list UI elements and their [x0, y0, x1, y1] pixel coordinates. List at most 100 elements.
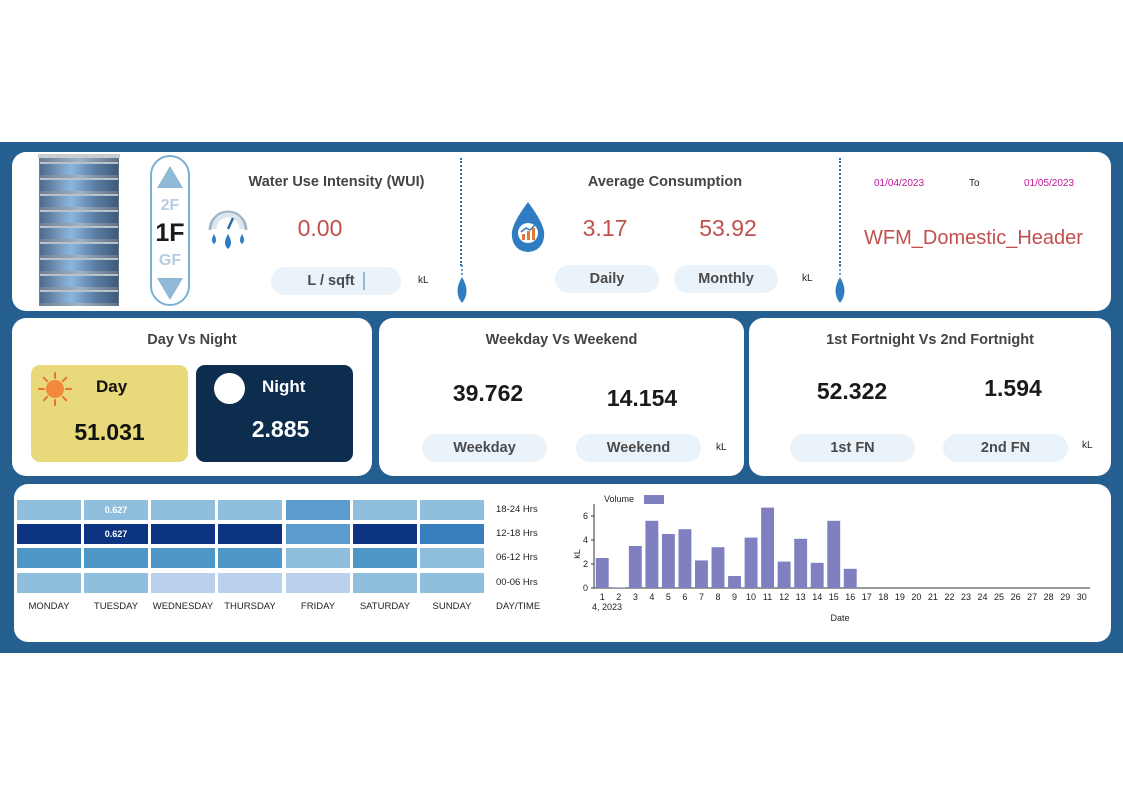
weekend-button[interactable]: Weekend [576, 434, 701, 462]
heatmap-cell[interactable] [353, 524, 417, 544]
heatmap-cell[interactable] [151, 573, 215, 593]
heatmap-day-label: WEDNESDAY [152, 601, 214, 612]
chart-x-tick-label: 19 [895, 592, 905, 602]
heatmap-cell[interactable] [17, 500, 81, 520]
chart-x-tick-label: 15 [829, 592, 839, 602]
fortnight-card: 1st Fortnight Vs 2nd Fortnight 52.322 1.… [749, 318, 1111, 476]
chart-bar [728, 576, 741, 588]
second-fortnight-button[interactable]: 2nd FN [943, 434, 1068, 462]
floor-current[interactable]: 1F [155, 219, 185, 247]
heatmap-day-label: FRIDAY [300, 601, 336, 612]
chart-y-tick-label: 0 [583, 583, 588, 593]
floor-below[interactable]: GF [158, 252, 182, 269]
chart-bar [628, 546, 642, 588]
water-drop-chart-icon [509, 200, 547, 252]
avg-monthly-value: 53.92 [699, 215, 757, 241]
heatmap-cell[interactable]: 0.627 [84, 500, 148, 520]
chart-x-tick-label: 5 [666, 592, 671, 602]
fortnight-title: 1st Fortnight Vs 2nd Fortnight [826, 332, 1034, 348]
chart-y-tick-label: 2 [583, 559, 588, 569]
monthly-button[interactable]: Monthly [674, 265, 778, 293]
heatmap-cell[interactable] [218, 573, 282, 593]
building-floor [40, 290, 118, 303]
heatmap-cell[interactable] [420, 500, 484, 520]
chart-bar [827, 520, 841, 588]
avg-daily-value: 3.17 [582, 215, 628, 241]
divider-2 [839, 158, 841, 266]
heatmap-cell[interactable]: 0.627 [84, 524, 148, 544]
heatmap-cell[interactable] [151, 548, 215, 568]
chart-bar [843, 568, 857, 588]
heatmap-cell[interactable] [218, 524, 282, 544]
heatmap-cell[interactable] [353, 500, 417, 520]
chart-bar [744, 537, 758, 588]
chart-x-tick-label: 30 [1077, 592, 1087, 602]
chart-x-tick-label: 6 [682, 592, 687, 602]
heatmap-cell[interactable] [420, 573, 484, 593]
wui-value: 0.00 [297, 215, 343, 241]
chart-bar [612, 587, 626, 588]
chart-y-tick-label: 4 [583, 535, 588, 545]
triangle-up-icon[interactable] [157, 166, 183, 188]
date-separator: To [969, 178, 980, 189]
heatmap-day-label: SUNDAY [432, 601, 472, 612]
chart-x-tick-label: 10 [746, 592, 756, 602]
triangle-down-icon[interactable] [157, 278, 183, 300]
night-label: Night [262, 377, 306, 396]
wui-title: Water Use Intensity (WUI) [248, 174, 425, 190]
weekday-weekend-unit: kL [716, 442, 727, 453]
heatmap-cell[interactable] [420, 548, 484, 568]
heatmap-cell[interactable] [420, 524, 484, 544]
weekday-weekend-title: Weekday Vs Weekend [485, 332, 638, 348]
date-from[interactable]: 01/04/2023 [874, 178, 925, 189]
heatmap-cell[interactable] [286, 524, 350, 544]
dashboard: 2F 1F GF Water Use Intensity (WUI) 0.00 … [0, 142, 1123, 653]
water-drop-icon [453, 265, 471, 305]
heatmap-cell[interactable] [151, 524, 215, 544]
chart-y-axis-label: kL [574, 549, 582, 559]
heatmap-cell[interactable] [84, 548, 148, 568]
chart-bar [678, 529, 692, 588]
chart-x-tick-label: 25 [994, 592, 1004, 602]
chart-x-tick-label: 18 [878, 592, 888, 602]
heatmap-cell[interactable] [17, 548, 81, 568]
chart-bar [695, 560, 708, 588]
second-fortnight-value: 1.594 [984, 375, 1042, 401]
wui-unit-button[interactable]: L / sqft [271, 267, 401, 295]
heatmap-cell[interactable] [17, 573, 81, 593]
heatmap-cell[interactable] [286, 573, 350, 593]
heatmap-cell[interactable] [286, 500, 350, 520]
heatmap-row-label: 06-12 Hrs [496, 552, 538, 563]
daily-button[interactable]: Daily [555, 265, 659, 293]
chart-bar [761, 507, 775, 588]
chart-x-tick-label: 21 [928, 592, 938, 602]
heatmap-cell[interactable] [84, 573, 148, 593]
avg-unit: kL [802, 273, 813, 284]
chart-x-axis-label: Date [830, 613, 849, 623]
water-drop-icon [831, 265, 849, 305]
heatmap-cell[interactable] [218, 548, 282, 568]
chart-x-tick-label: 2 [616, 592, 621, 602]
chart-x-tick-label: 17 [862, 592, 872, 602]
night-value: 2.885 [251, 416, 310, 442]
chart-x-tick-label: 8 [715, 592, 720, 602]
heatmap-cell[interactable] [151, 500, 215, 520]
first-fortnight-button[interactable]: 1st FN [790, 434, 915, 462]
heatmap-cell[interactable] [17, 524, 81, 544]
chart-x-tick-label: 12 [779, 592, 789, 602]
heatmap-cell[interactable] [218, 500, 282, 520]
heatmap-cell[interactable] [286, 548, 350, 568]
floor-above[interactable]: 2F [160, 197, 180, 214]
heatmap-cell[interactable] [353, 573, 417, 593]
building-floor [40, 194, 118, 207]
heatmap-cell[interactable] [353, 548, 417, 568]
gauge-water-drops-icon [206, 204, 250, 252]
chart-legend-label: Volume [604, 494, 634, 504]
weekday-button[interactable]: Weekday [422, 434, 547, 462]
volume-chart: Volume 0 2 4 6 kL 1 2 3 4 5 6 7 8 9 10 11 12 13 14 15 16 17 18 1… [572, 484, 1111, 642]
date-to[interactable]: 01/05/2023 [1024, 178, 1075, 189]
building-image [38, 154, 120, 306]
chart-x-tick-label: 22 [944, 592, 954, 602]
chart-legend-swatch [644, 495, 664, 504]
weekday-value: 39.762 [452, 380, 524, 406]
